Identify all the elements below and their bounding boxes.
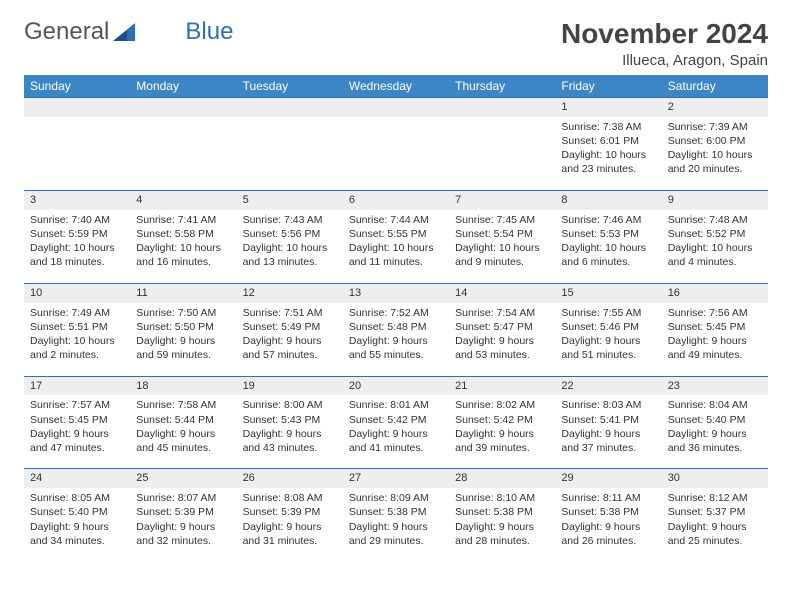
day-content-cell: Sunrise: 7:54 AM Sunset: 5:47 PM Dayligh… <box>449 303 555 377</box>
day-header: Sunday <box>24 75 130 98</box>
day-content-cell: Sunrise: 8:05 AM Sunset: 5:40 PM Dayligh… <box>24 488 130 561</box>
day-number-cell: 25 <box>130 469 236 488</box>
day-number-cell: 22 <box>555 376 661 395</box>
brand-name-1: General <box>24 18 109 46</box>
day-content-cell: Sunrise: 7:50 AM Sunset: 5:50 PM Dayligh… <box>130 303 236 377</box>
week-number-row: 10111213141516 <box>24 283 768 302</box>
day-content-cell: Sunrise: 7:41 AM Sunset: 5:58 PM Dayligh… <box>130 210 236 284</box>
week-content-row: Sunrise: 7:38 AM Sunset: 6:01 PM Dayligh… <box>24 117 768 191</box>
day-content-cell <box>343 117 449 191</box>
day-number-cell: 13 <box>343 283 449 302</box>
day-content-cell: Sunrise: 7:43 AM Sunset: 5:56 PM Dayligh… <box>237 210 343 284</box>
day-number-cell: 28 <box>449 469 555 488</box>
day-number-cell: 20 <box>343 376 449 395</box>
day-number-cell <box>24 98 130 117</box>
day-content-cell: Sunrise: 8:11 AM Sunset: 5:38 PM Dayligh… <box>555 488 661 561</box>
day-content-cell <box>24 117 130 191</box>
week-content-row: Sunrise: 7:40 AM Sunset: 5:59 PM Dayligh… <box>24 210 768 284</box>
calendar-table: Sunday Monday Tuesday Wednesday Thursday… <box>24 75 768 561</box>
title-block: November 2024 Illueca, Aragon, Spain <box>561 18 768 69</box>
day-content-cell: Sunrise: 7:45 AM Sunset: 5:54 PM Dayligh… <box>449 210 555 284</box>
day-number-cell <box>130 98 236 117</box>
day-number-cell: 5 <box>237 190 343 209</box>
day-content-cell: Sunrise: 8:12 AM Sunset: 5:37 PM Dayligh… <box>662 488 768 561</box>
day-number-cell: 27 <box>343 469 449 488</box>
day-number-cell <box>343 98 449 117</box>
day-content-cell: Sunrise: 7:58 AM Sunset: 5:44 PM Dayligh… <box>130 395 236 469</box>
day-content-cell: Sunrise: 8:03 AM Sunset: 5:41 PM Dayligh… <box>555 395 661 469</box>
day-number-cell: 24 <box>24 469 130 488</box>
day-header: Saturday <box>662 75 768 98</box>
day-number-cell: 4 <box>130 190 236 209</box>
day-content-cell: Sunrise: 8:02 AM Sunset: 5:42 PM Dayligh… <box>449 395 555 469</box>
day-content-cell: Sunrise: 7:48 AM Sunset: 5:52 PM Dayligh… <box>662 210 768 284</box>
day-content-cell: Sunrise: 7:39 AM Sunset: 6:00 PM Dayligh… <box>662 117 768 191</box>
day-number-cell: 30 <box>662 469 768 488</box>
day-header: Thursday <box>449 75 555 98</box>
day-content-cell: Sunrise: 8:08 AM Sunset: 5:39 PM Dayligh… <box>237 488 343 561</box>
day-number-cell: 16 <box>662 283 768 302</box>
day-content-cell: Sunrise: 7:51 AM Sunset: 5:49 PM Dayligh… <box>237 303 343 377</box>
week-content-row: Sunrise: 8:05 AM Sunset: 5:40 PM Dayligh… <box>24 488 768 561</box>
day-number-cell: 15 <box>555 283 661 302</box>
day-number-cell: 26 <box>237 469 343 488</box>
week-number-row: 17181920212223 <box>24 376 768 395</box>
day-content-cell: Sunrise: 7:44 AM Sunset: 5:55 PM Dayligh… <box>343 210 449 284</box>
day-content-cell: Sunrise: 7:56 AM Sunset: 5:45 PM Dayligh… <box>662 303 768 377</box>
day-content-cell: Sunrise: 8:04 AM Sunset: 5:40 PM Dayligh… <box>662 395 768 469</box>
brand-name-2: Blue <box>185 18 233 46</box>
week-number-row: 12 <box>24 98 768 117</box>
day-number-cell: 12 <box>237 283 343 302</box>
day-header: Tuesday <box>237 75 343 98</box>
day-content-cell <box>130 117 236 191</box>
day-number-cell: 14 <box>449 283 555 302</box>
day-content-cell: Sunrise: 8:07 AM Sunset: 5:39 PM Dayligh… <box>130 488 236 561</box>
day-content-cell: Sunrise: 7:49 AM Sunset: 5:51 PM Dayligh… <box>24 303 130 377</box>
page-header: General Blue November 2024 Illueca, Arag… <box>24 18 768 69</box>
day-number-cell <box>237 98 343 117</box>
day-number-cell: 8 <box>555 190 661 209</box>
day-number-cell: 7 <box>449 190 555 209</box>
day-content-cell: Sunrise: 8:01 AM Sunset: 5:42 PM Dayligh… <box>343 395 449 469</box>
day-content-cell: Sunrise: 7:38 AM Sunset: 6:01 PM Dayligh… <box>555 117 661 191</box>
day-number-cell: 1 <box>555 98 661 117</box>
day-header: Wednesday <box>343 75 449 98</box>
day-number-cell <box>449 98 555 117</box>
day-number-cell: 9 <box>662 190 768 209</box>
day-number-cell: 19 <box>237 376 343 395</box>
week-content-row: Sunrise: 7:49 AM Sunset: 5:51 PM Dayligh… <box>24 303 768 377</box>
month-title: November 2024 <box>561 18 768 50</box>
day-number-cell: 6 <box>343 190 449 209</box>
day-content-cell: Sunrise: 8:09 AM Sunset: 5:38 PM Dayligh… <box>343 488 449 561</box>
day-number-cell: 23 <box>662 376 768 395</box>
day-content-cell: Sunrise: 8:10 AM Sunset: 5:38 PM Dayligh… <box>449 488 555 561</box>
day-content-cell: Sunrise: 7:52 AM Sunset: 5:48 PM Dayligh… <box>343 303 449 377</box>
day-number-cell: 2 <box>662 98 768 117</box>
location-text: Illueca, Aragon, Spain <box>561 52 768 69</box>
day-number-cell: 17 <box>24 376 130 395</box>
day-number-cell: 18 <box>130 376 236 395</box>
week-number-row: 24252627282930 <box>24 469 768 488</box>
day-number-cell: 3 <box>24 190 130 209</box>
brand-logo: General Blue <box>24 18 233 46</box>
day-header: Monday <box>130 75 236 98</box>
day-number-cell: 11 <box>130 283 236 302</box>
day-content-cell: Sunrise: 7:40 AM Sunset: 5:59 PM Dayligh… <box>24 210 130 284</box>
day-header: Friday <box>555 75 661 98</box>
calendar-header-row: Sunday Monday Tuesday Wednesday Thursday… <box>24 75 768 98</box>
day-content-cell: Sunrise: 7:46 AM Sunset: 5:53 PM Dayligh… <box>555 210 661 284</box>
week-content-row: Sunrise: 7:57 AM Sunset: 5:45 PM Dayligh… <box>24 395 768 469</box>
day-content-cell <box>449 117 555 191</box>
day-number-cell: 21 <box>449 376 555 395</box>
day-content-cell: Sunrise: 7:57 AM Sunset: 5:45 PM Dayligh… <box>24 395 130 469</box>
day-number-cell: 29 <box>555 469 661 488</box>
week-number-row: 3456789 <box>24 190 768 209</box>
day-number-cell: 10 <box>24 283 130 302</box>
brand-triangle-icon <box>113 23 135 41</box>
day-content-cell: Sunrise: 7:55 AM Sunset: 5:46 PM Dayligh… <box>555 303 661 377</box>
day-content-cell: Sunrise: 8:00 AM Sunset: 5:43 PM Dayligh… <box>237 395 343 469</box>
day-content-cell <box>237 117 343 191</box>
